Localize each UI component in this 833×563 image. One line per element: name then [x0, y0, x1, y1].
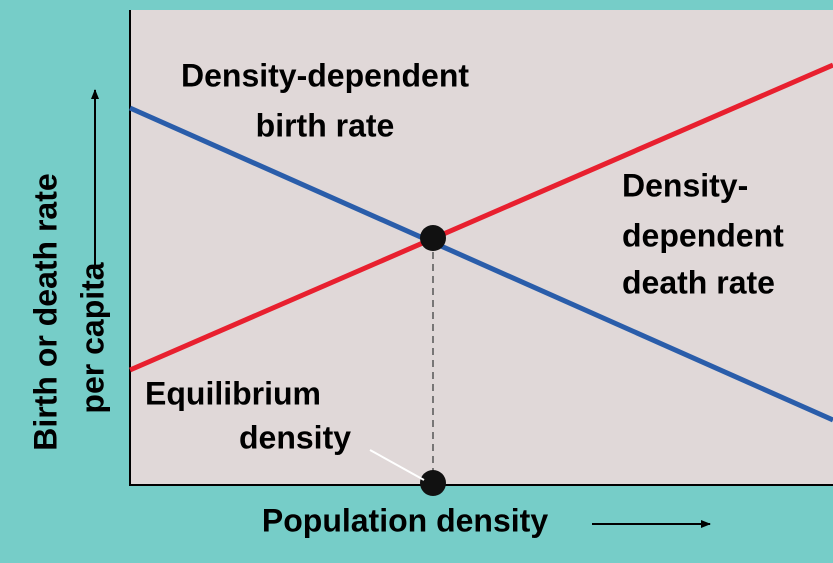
birth-rate-line — [128, 105, 833, 423]
death-rate-label: death rate — [622, 264, 775, 300]
equilibrium-density-point — [420, 470, 446, 496]
equilibrium-label: Equilibrium — [145, 375, 321, 411]
birth-rate-label: birth rate — [256, 107, 395, 143]
x-axis-label: Population density — [262, 502, 548, 538]
equilibrium-point — [420, 225, 446, 251]
plot-area — [130, 10, 833, 485]
death-rate-line — [129, 62, 833, 373]
pointer-line — [369, 449, 425, 481]
death-rate-label: dependent — [622, 217, 784, 253]
death-rate-label: Density- — [622, 167, 748, 203]
y-axis-label: per capita — [74, 262, 110, 413]
y-axis-label: Birth or death rate — [27, 173, 63, 450]
birth-rate-label: Density-dependent — [181, 57, 469, 93]
equilibrium-label: density — [239, 419, 351, 455]
